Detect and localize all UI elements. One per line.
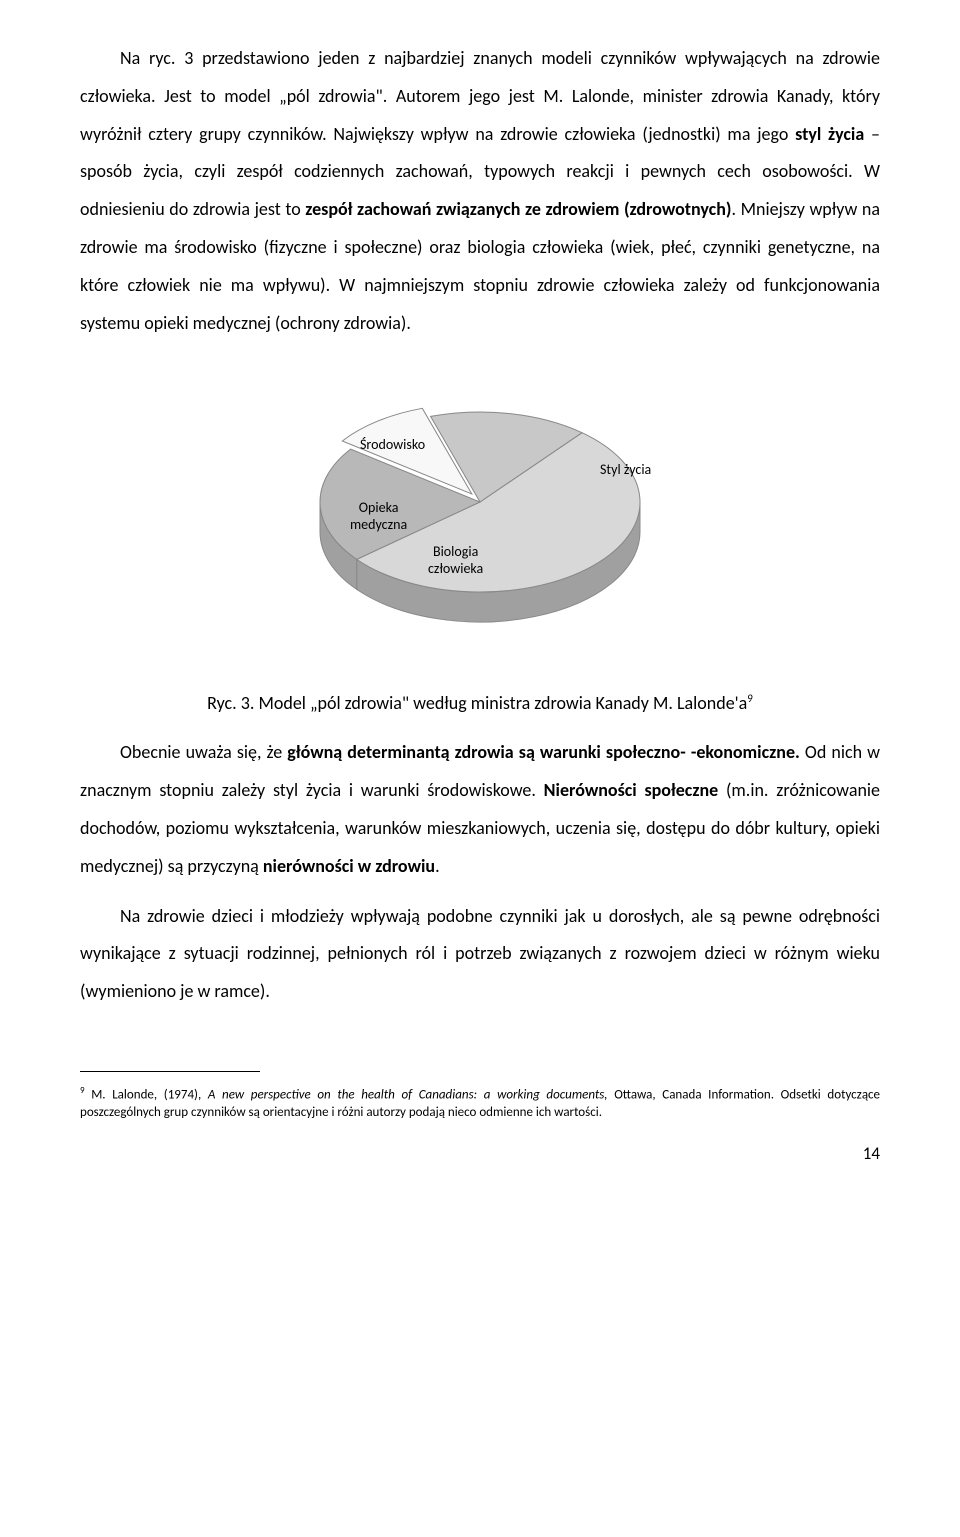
paragraph-2: Obecnie uważa się, że główną determinant… <box>80 734 880 885</box>
bold-text: zespół zachowań związanych ze zdrowiem (… <box>305 198 731 220</box>
text: M. Lalonde, (1974), <box>85 1087 208 1102</box>
text: Obecnie uważa się, że <box>120 741 287 763</box>
text: Na zdrowie dzieci i młodzieży wpływają p… <box>80 905 880 1003</box>
figure-3: Styl życia Środowisko Opiekamedyczna Biolog… <box>80 372 880 714</box>
figure-caption: Ryc. 3. Model „pól zdrowia" według minis… <box>80 692 880 714</box>
pie-slice-label: Środowisko <box>360 437 425 454</box>
text: Na ryc. 3 przedstawiono jeden z najbardz… <box>80 47 880 145</box>
text: . <box>435 855 440 877</box>
bold-text: styl życia <box>795 123 864 145</box>
page-number: 14 <box>80 1143 880 1164</box>
footnote-9: 9 M. Lalonde, (1974), A new perspective … <box>80 1085 880 1123</box>
caption-text: Ryc. 3. Model „pól zdrowia" według minis… <box>207 692 747 714</box>
pie-chart-svg <box>270 372 690 652</box>
footnote-ref: 9 <box>747 692 753 705</box>
bold-text: główną determinantą zdrowia są warunki s… <box>287 741 800 763</box>
bold-text: Nierówności społeczne <box>544 779 719 801</box>
footnote-separator <box>80 1071 260 1072</box>
italic-text: A new perspective on the health of Canad… <box>208 1087 608 1102</box>
pie-chart: Styl życia Środowisko Opiekamedyczna Biolog… <box>270 372 690 652</box>
pie-slice-label: Opiekamedyczna <box>350 500 407 534</box>
pie-slice-label: Styl życia <box>600 462 651 479</box>
bold-text: nierówności w zdrowiu <box>263 855 435 877</box>
paragraph-1: Na ryc. 3 przedstawiono jeden z najbardz… <box>80 40 880 342</box>
paragraph-3: Na zdrowie dzieci i młodzieży wpływają p… <box>80 898 880 1011</box>
pie-slice-label: Biologiaczłowieka <box>428 544 483 578</box>
